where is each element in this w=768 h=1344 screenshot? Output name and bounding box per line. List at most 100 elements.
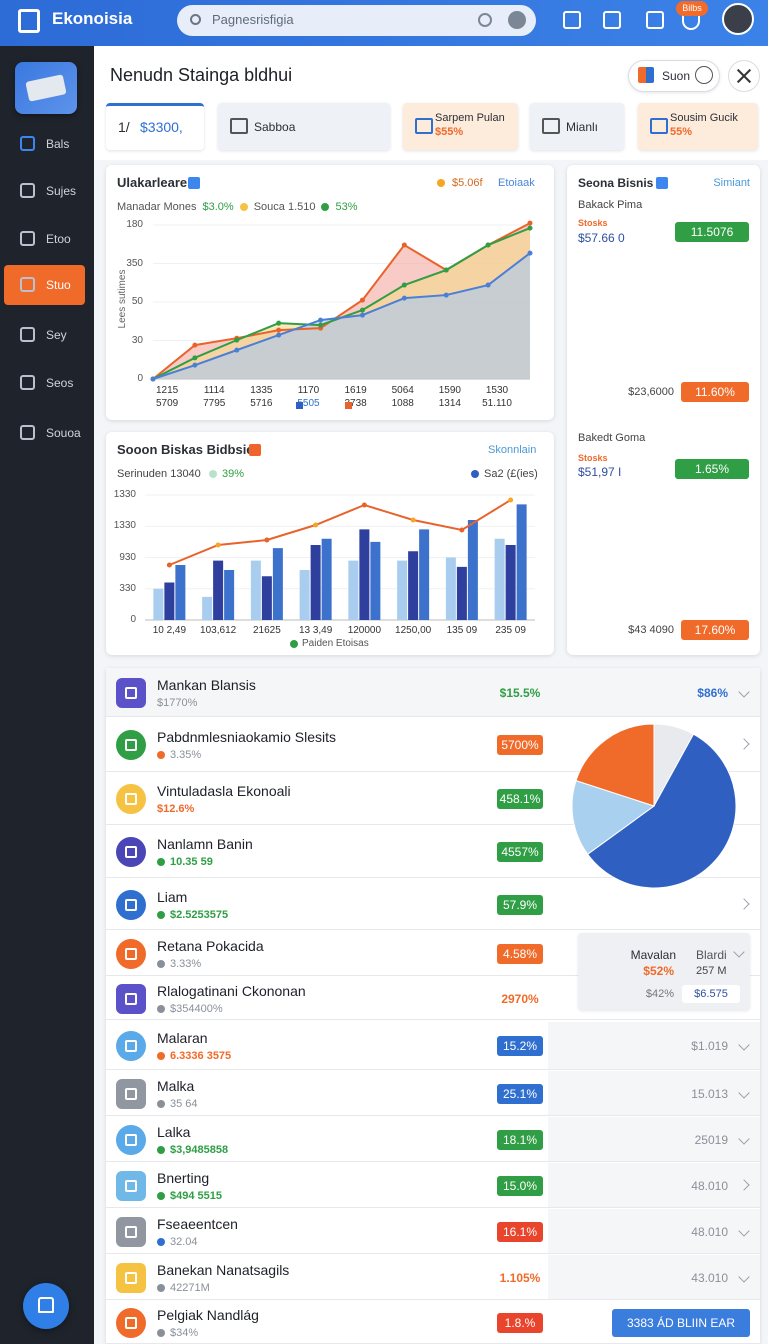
sidebar-item[interactable]: Stuo [46, 278, 71, 292]
x-tick-label: 1530 [485, 385, 509, 396]
sidebar-item[interactable]: Bals [46, 137, 70, 151]
row-value-cell [548, 1022, 760, 1070]
filter-chip[interactable] [106, 103, 204, 150]
filter-label: Sabboa [254, 120, 296, 134]
search-placeholder: Pagnesrisfigia [212, 12, 294, 27]
row-title: Pabdnmlesniaokamio Slesits [157, 729, 336, 745]
x-tick-label: 5709 [156, 398, 179, 409]
row-badge: 15.2% [497, 1036, 543, 1056]
toolbar-icon[interactable] [646, 11, 664, 29]
sidebar-icon [20, 183, 35, 198]
sidebar-item[interactable]: Sujes [46, 184, 77, 198]
sidebar-icon [20, 231, 35, 246]
y-tick-label: 50 [131, 296, 143, 307]
dot [157, 1052, 165, 1060]
card-link: Simiant [713, 177, 750, 189]
avatar[interactable] [722, 3, 754, 35]
block-label: Bakack Pima [578, 199, 643, 211]
x-tick-label: 120000 [347, 625, 382, 636]
y-tick-label: 30 [131, 334, 143, 346]
list-row[interactable] [106, 826, 760, 878]
x-tick-label: 1314 [438, 398, 461, 409]
home-button[interactable] [23, 1283, 69, 1329]
row-title: Pelgiak Nandlág [157, 1306, 259, 1323]
block-tag: Stosks [578, 218, 608, 228]
filter-icon [415, 118, 433, 134]
mini-title: Mavalan [630, 948, 676, 962]
dot [157, 1191, 165, 1200]
y-tick-label: 0 [130, 614, 136, 625]
row-badge: 57.9% [497, 894, 543, 915]
sidebar-item[interactable]: Seos [46, 376, 74, 390]
row-button[interactable]: 3383 ÁD BLIIN EAR [612, 1308, 750, 1337]
sidebar [0, 46, 94, 1344]
sidebar-active [4, 265, 85, 305]
list-row[interactable] [106, 718, 760, 772]
y-tick-label: 0 [137, 373, 143, 384]
home-icon [38, 1297, 54, 1313]
sidebar-item[interactable]: Sey [46, 328, 67, 342]
block-badge: 11.5076 [675, 222, 749, 242]
row-badge: 4.58% [497, 943, 543, 964]
chart-stat: Souca 1.510 [253, 201, 316, 213]
row-icon [116, 889, 146, 920]
filter-chip[interactable] [638, 103, 758, 150]
logo-icon [18, 9, 40, 33]
row-icon [116, 1078, 146, 1109]
pie-label: 9% [609, 742, 625, 753]
sidebar-item[interactable]: Souoa [46, 426, 81, 440]
info-icon [695, 66, 713, 84]
row-value: 15.013 [691, 1086, 728, 1101]
mini-aside: Blardi [696, 948, 727, 962]
sidebar-icon [20, 136, 35, 151]
block-tag: Stosks [578, 453, 608, 463]
row-title: Malka [157, 1077, 195, 1094]
dot [157, 1145, 165, 1154]
x-tick-label: 235 09 [495, 625, 526, 636]
pie-label: 83 [697, 844, 709, 855]
row-title: Banekan Nanatsagils [157, 1261, 290, 1278]
row-sub: 6.3336 3575 [170, 1050, 232, 1062]
dot [157, 1328, 165, 1337]
row-badge: 2970% [501, 991, 539, 1006]
dot [157, 858, 165, 866]
legend-dot [321, 203, 330, 211]
list-row[interactable] [106, 773, 760, 825]
toolbar-icon[interactable] [603, 11, 621, 29]
chart-title: Ulakarleare [117, 175, 188, 190]
x-tick-label: 1088 [391, 398, 414, 409]
dot [157, 1099, 165, 1108]
title-icon [249, 444, 261, 456]
x-tick-label: 5064 [391, 385, 414, 396]
row-value-cell [548, 1163, 760, 1208]
title-icon [188, 177, 200, 189]
row-icon-glyph [125, 1271, 137, 1284]
filter-chip[interactable] [530, 103, 624, 150]
y-tick-label: 1330 [113, 489, 136, 500]
y-tick-label: 930 [119, 551, 136, 563]
row-icon [116, 983, 146, 1014]
x-tick-label: 1619 [344, 385, 367, 396]
row-sub: 3.33% [170, 957, 202, 970]
dot [157, 751, 165, 759]
list-row[interactable] [106, 668, 760, 717]
row-icon [116, 938, 146, 969]
x-tick-label: 21625 [252, 625, 281, 636]
filter-chip[interactable] [403, 103, 518, 150]
dot [209, 470, 217, 478]
search-action [508, 11, 526, 29]
x-tick-label: 5505 [297, 398, 320, 409]
row-icon-glyph [125, 686, 137, 699]
row-icon [116, 677, 146, 708]
row-icon-glyph [125, 1179, 137, 1192]
sidebar-item[interactable]: Etoo [46, 232, 71, 246]
toolbar-icon[interactable] [563, 11, 581, 29]
search-box[interactable] [177, 5, 536, 36]
search-action [478, 13, 492, 27]
chart-legend: $5.06f [452, 177, 483, 189]
filter-sub: $55% [435, 126, 464, 138]
chart-stat: $3.0% [202, 201, 234, 213]
row-badge: $15.5% [499, 685, 541, 700]
x-tick-label: 103,612 [200, 625, 237, 636]
